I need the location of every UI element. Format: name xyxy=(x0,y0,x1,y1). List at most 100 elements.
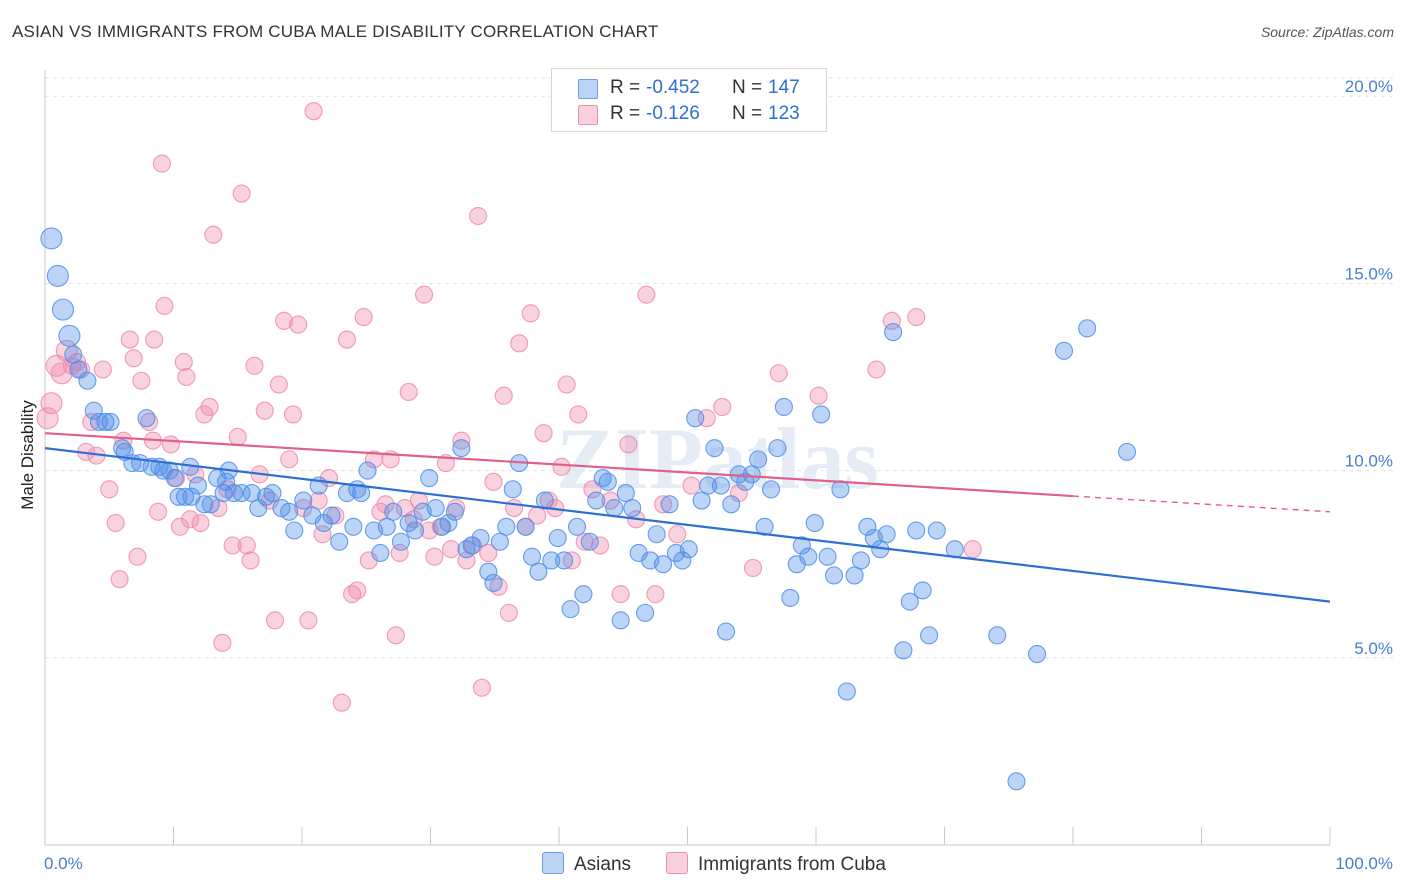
data-point-asian xyxy=(605,498,624,518)
data-point-cuba xyxy=(534,424,553,443)
data-point-cuba xyxy=(213,633,232,652)
data-point-asian xyxy=(988,626,1007,645)
data-point-asian xyxy=(40,227,63,250)
data-point-cuba xyxy=(50,362,73,385)
data-point-cuba xyxy=(128,547,147,566)
data-point-cuba xyxy=(232,184,251,203)
data-point-cuba xyxy=(557,375,576,394)
data-point-cuba xyxy=(484,472,503,491)
data-point-asian xyxy=(824,566,844,585)
data-point-asian xyxy=(768,439,787,458)
data-point-asian xyxy=(452,439,471,458)
data-point-asian xyxy=(484,573,503,592)
data-point-cuba xyxy=(442,540,461,559)
data-point-asian xyxy=(673,551,692,570)
trendline-cuba xyxy=(44,432,1074,498)
data-point-cuba xyxy=(583,480,602,499)
data-point-asian xyxy=(280,502,299,521)
y-axis-title: Male Disability xyxy=(18,400,37,510)
data-point-cuba xyxy=(354,308,373,327)
data-point-cuba xyxy=(479,543,498,563)
data-point-cuba xyxy=(82,412,101,431)
data-point-cuba xyxy=(510,334,529,353)
series-cuba xyxy=(36,102,982,712)
data-point-cuba xyxy=(177,367,196,387)
data-point-cuba xyxy=(472,678,491,697)
data-point-asian xyxy=(799,547,818,566)
data-point-cuba xyxy=(181,510,200,529)
data-point-asian xyxy=(330,532,349,551)
data-point-asian xyxy=(755,517,774,536)
data-point-asian xyxy=(611,611,630,630)
data-point-cuba xyxy=(228,427,247,446)
chart-title: ASIAN VS IMMIGRANTS FROM CUBA MALE DISAB… xyxy=(12,22,659,41)
data-point-asian xyxy=(1054,341,1074,360)
data-point-cuba xyxy=(161,435,180,454)
data-point-cuba xyxy=(93,360,112,379)
data-point-cuba xyxy=(191,513,210,533)
data-point-asian xyxy=(176,487,195,506)
data-point-cuba xyxy=(376,495,395,514)
series-asians xyxy=(40,227,1137,791)
data-point-asian xyxy=(636,603,655,622)
data-point-cuba xyxy=(299,611,318,630)
data-point-asian xyxy=(242,484,261,503)
data-point-asian xyxy=(84,401,103,420)
legend-swatch-cuba xyxy=(578,105,598,125)
legend-r-label: R = xyxy=(610,77,641,98)
data-point-cuba xyxy=(637,285,656,304)
data-point-asian xyxy=(548,528,567,548)
data-point-asian xyxy=(420,469,439,488)
data-point-cuba xyxy=(269,375,288,394)
data-point-asian xyxy=(445,502,464,521)
data-point-asian xyxy=(51,298,75,321)
data-point-cuba xyxy=(743,558,763,577)
data-point-asian xyxy=(217,472,236,491)
data-point-asian xyxy=(1027,645,1047,664)
data-point-cuba xyxy=(399,382,418,402)
data-point-asian xyxy=(384,502,403,521)
data-point-asian xyxy=(858,517,877,536)
data-point-asian xyxy=(877,525,896,544)
legend-r-value: -0.126 xyxy=(646,103,700,124)
data-point-asian xyxy=(920,626,939,645)
data-point-cuba xyxy=(425,547,444,566)
bottom-legend-swatch-asians xyxy=(542,852,564,874)
data-point-asian xyxy=(1117,442,1137,461)
data-point-asian xyxy=(623,498,642,518)
data-point-asian xyxy=(201,495,220,514)
data-point-asian xyxy=(322,506,341,525)
bottom-legend-cuba: Immigrants from Cuba xyxy=(666,852,886,876)
data-point-asian xyxy=(285,521,304,540)
data-point-cuba xyxy=(309,491,328,510)
data-point-asian xyxy=(851,551,871,570)
data-point-cuba xyxy=(386,626,405,645)
data-point-cuba xyxy=(132,371,151,390)
data-point-cuba xyxy=(223,536,242,555)
data-point-asian xyxy=(503,480,522,499)
data-point-asian xyxy=(358,461,377,480)
data-point-cuba xyxy=(274,311,294,330)
bottom-legend-label-cuba: Immigrants from Cuba xyxy=(698,854,886,875)
data-point-asian xyxy=(314,513,333,533)
data-point-asian xyxy=(927,521,946,540)
x-tick-label-min: 0.0% xyxy=(44,854,83,873)
data-point-cuba xyxy=(120,330,139,349)
data-point-cuba xyxy=(283,405,303,424)
data-point-asian xyxy=(818,547,837,566)
legend-n-label: N = xyxy=(732,103,763,124)
data-point-asian xyxy=(399,513,418,533)
data-point-cuba xyxy=(348,581,367,600)
data-point-asian xyxy=(142,457,161,476)
data-point-cuba xyxy=(682,476,701,495)
data-point-asian xyxy=(781,588,800,607)
data-point-cuba xyxy=(494,386,513,405)
data-point-cuba xyxy=(204,225,223,244)
legend-n-value: 123 xyxy=(768,103,800,124)
data-point-asian xyxy=(522,547,542,566)
data-point-asian xyxy=(749,450,768,469)
data-point-asian xyxy=(529,562,548,581)
data-point-asian xyxy=(679,540,698,559)
data-point-asian xyxy=(598,472,617,491)
data-point-cuba xyxy=(40,392,63,415)
